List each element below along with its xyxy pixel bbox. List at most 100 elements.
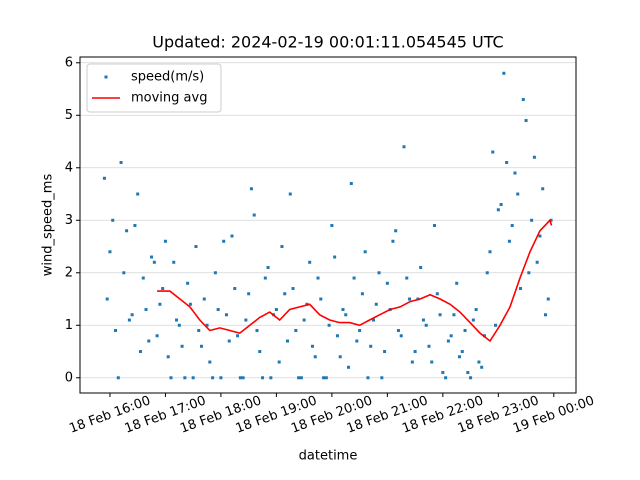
scatter-point: [324, 376, 328, 380]
scatter-point: [114, 329, 118, 333]
scatter-point: [335, 334, 339, 338]
scatter-point: [396, 329, 400, 333]
plot-frame: [79, 56, 577, 394]
x-axis-label: datetime: [299, 449, 358, 464]
scatter-point: [549, 218, 553, 222]
scatter-point: [371, 318, 375, 322]
scatter-point: [299, 376, 303, 380]
scatter-point: [102, 176, 106, 180]
y-tick-label: 0: [65, 370, 73, 385]
scatter-point: [111, 218, 115, 222]
scatter-point: [280, 245, 284, 249]
y-tick-label: 1: [65, 318, 73, 333]
scatter-point: [297, 376, 301, 380]
scatter-point: [197, 329, 201, 333]
scatter-point: [355, 339, 359, 343]
scatter-point: [369, 344, 373, 348]
scatter-point: [377, 271, 381, 275]
scatter-point: [213, 271, 217, 275]
scatter-point: [108, 250, 112, 254]
scatter-point: [194, 245, 198, 249]
scatter-point: [316, 276, 320, 280]
scatter-point: [177, 323, 181, 327]
scatter-point: [358, 329, 362, 333]
scatter-point: [141, 276, 145, 280]
scatter-point: [391, 239, 395, 243]
scatter-point: [136, 192, 140, 196]
scatter-point: [291, 287, 295, 291]
scatter-point: [513, 171, 517, 175]
scatter-point: [363, 250, 367, 254]
scatter-point: [283, 292, 287, 296]
moving-avg-line: [157, 218, 553, 343]
scatter-point: [496, 208, 500, 212]
scatter-point: [474, 308, 478, 312]
legend-label: speed(m/s): [131, 70, 204, 85]
scatter-point: [380, 376, 384, 380]
scatter-point: [319, 297, 323, 301]
legend-box: [86, 63, 222, 113]
scatter-point: [410, 360, 414, 364]
scatter-point: [438, 313, 442, 317]
scatter-point: [347, 365, 351, 369]
scatter-point: [399, 334, 403, 338]
scatter-point: [127, 318, 131, 322]
scatter-point: [477, 360, 481, 364]
y-tick-label: 4: [65, 160, 73, 175]
scatter-point: [330, 224, 334, 228]
scatter-point: [444, 376, 448, 380]
scatter-point: [233, 287, 237, 291]
scatter-point: [352, 276, 356, 280]
scatter-point: [188, 302, 192, 306]
scatter-point: [205, 323, 209, 327]
scatter-point: [394, 229, 398, 233]
scatter-point: [541, 187, 545, 191]
scatter-point: [433, 224, 437, 228]
scatter-point: [532, 155, 536, 159]
scatter-point: [183, 376, 187, 380]
scatter-point: [322, 376, 326, 380]
scatter-point: [419, 266, 423, 270]
scatter-point: [427, 344, 431, 348]
scatter-point: [546, 297, 550, 301]
scatter-point: [449, 334, 453, 338]
scatter-point: [460, 350, 464, 354]
scatter-point: [510, 224, 514, 228]
scatter-point: [383, 350, 387, 354]
scatter-point: [502, 71, 506, 75]
scatter-point: [266, 266, 270, 270]
scatter-point: [155, 334, 159, 338]
scatter-point: [244, 318, 248, 322]
scatter-point: [327, 323, 331, 327]
scatter-point: [150, 255, 154, 259]
scatter-point: [341, 308, 345, 312]
scatter-point: [374, 302, 378, 306]
scatter-point: [161, 287, 165, 291]
scatter-point: [238, 376, 242, 380]
scatter-point: [202, 297, 206, 301]
scatter-point: [527, 271, 531, 275]
scatter-point: [219, 376, 223, 380]
scatter-point: [175, 318, 179, 322]
scatter-point: [463, 329, 467, 333]
scatter-point: [313, 355, 317, 359]
scatter-point: [413, 350, 417, 354]
legend-marker: [104, 75, 108, 79]
scatter-point: [302, 318, 306, 322]
scatter-point: [543, 313, 547, 317]
y-tick-label: 5: [65, 108, 73, 123]
scatter-point: [338, 355, 342, 359]
y-tick-label: 3: [65, 213, 73, 228]
scatter-point: [385, 281, 389, 285]
scatter-point: [172, 260, 176, 264]
scatter-point: [249, 187, 253, 191]
scatter-point: [133, 224, 137, 228]
scatter-point: [269, 376, 273, 380]
scatter-point: [366, 376, 370, 380]
scatter-point: [530, 218, 534, 222]
scatter-point: [535, 260, 539, 264]
scatter-point: [163, 239, 167, 243]
scatter-point: [360, 292, 364, 296]
scatter-point: [405, 276, 409, 280]
